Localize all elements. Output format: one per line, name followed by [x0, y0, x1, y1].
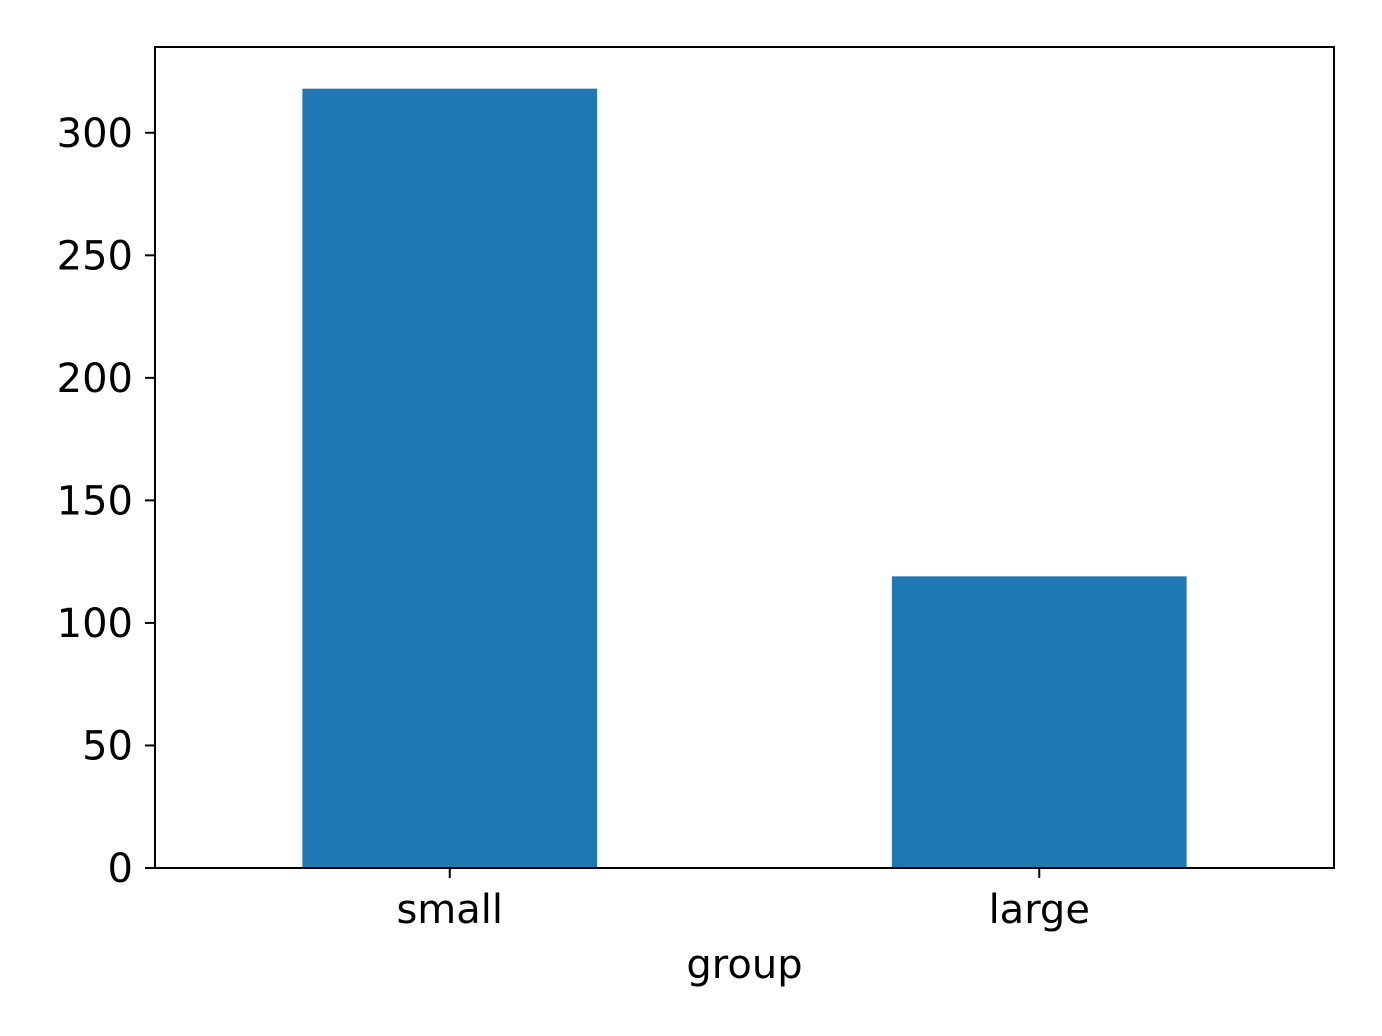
y-tick-label: 300 — [57, 111, 133, 157]
y-tick-label: 200 — [57, 356, 133, 402]
x-axis: small large — [396, 868, 1090, 933]
bars-layer — [302, 88, 1187, 868]
x-axis-label: group — [686, 942, 802, 988]
y-axis: 0 50 100 150 200 250 300 — [57, 111, 155, 892]
bar-large — [891, 576, 1187, 868]
plot-area-frame — [154, 46, 1335, 869]
y-tick-label: 150 — [57, 478, 133, 524]
y-tick-label: 100 — [57, 601, 133, 647]
x-tick-label: small — [396, 887, 503, 933]
bar-small — [302, 88, 598, 868]
y-tick-label: 50 — [82, 723, 133, 769]
y-tick-label: 0 — [108, 846, 133, 892]
y-tick-label: 250 — [57, 233, 133, 279]
x-tick-label: large — [989, 887, 1090, 933]
